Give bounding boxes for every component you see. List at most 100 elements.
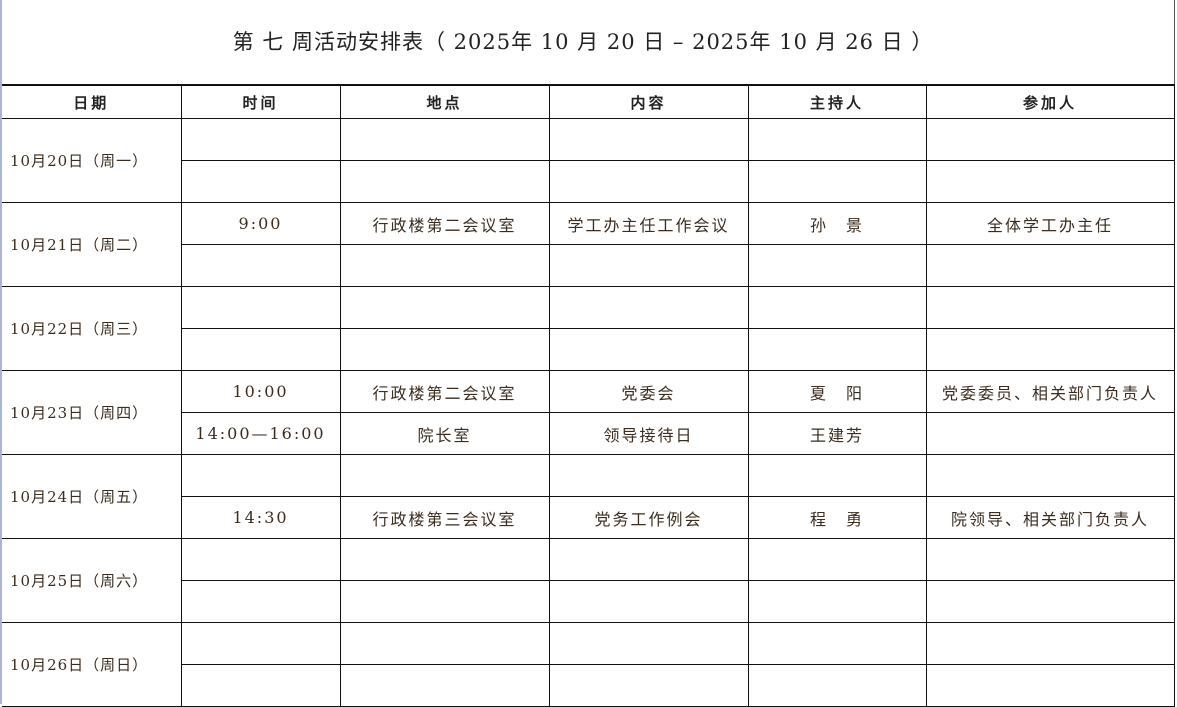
right-edge (1174, 0, 1175, 84)
host-cell[interactable] (747, 286, 927, 329)
content-cell[interactable] (548, 118, 749, 161)
table-row (2, 244, 1175, 287)
header-participants: 参加人 (925, 84, 1175, 119)
date-cell[interactable]: 10月26日（周日） (2, 622, 182, 707)
header-host: 主持人 (747, 84, 927, 119)
header-location: 地点 (339, 84, 550, 119)
time-cell[interactable] (180, 622, 341, 665)
time-cell[interactable] (180, 286, 341, 329)
table-row: 10月24日（周五） (2, 454, 1175, 539)
date-cell[interactable]: 10月25日（周六） (2, 538, 182, 623)
time-cell[interactable] (180, 454, 341, 497)
table-row: 10月23日（周四） 10:00 行政楼第二会议室 党委会夏 阳党委委员、相关部门负责… (2, 370, 1175, 455)
time-cell[interactable]: 9:00 (180, 202, 341, 245)
table-row (2, 328, 1175, 371)
header-date: 日期 (2, 84, 182, 119)
page-title: 第 七 周活动安排表（ 2025年 10 月 20 日 – 2025年 10 月… (232, 30, 934, 54)
content-cell[interactable] (548, 580, 749, 623)
participants-cell[interactable]: 全体学工办主任 (925, 202, 1175, 245)
participants-cell[interactable] (925, 538, 1175, 581)
content-cell[interactable]: 领导接待日 (548, 412, 749, 455)
content-cell[interactable] (548, 538, 749, 581)
time-cell[interactable]: 14:30 (181, 496, 341, 539)
time-cell[interactable]: 14:00—16:00 (181, 412, 341, 455)
location-cell[interactable]: 行政楼第二会议室 (339, 370, 550, 413)
header-content: 内容 (548, 84, 749, 119)
participants-cell[interactable] (925, 244, 1175, 287)
content-cell[interactable] (548, 622, 749, 665)
host-cell[interactable] (747, 664, 927, 707)
date-cell[interactable]: 10月21日（周二） (2, 202, 182, 287)
host-cell[interactable] (747, 160, 927, 203)
content-cell[interactable]: 党务工作例会 (548, 496, 749, 539)
date-cell[interactable]: 10月24日（周五） (2, 454, 182, 539)
participants-cell[interactable] (925, 160, 1175, 203)
table-row: 10月25日（周六） (2, 538, 1175, 623)
host-cell[interactable] (747, 118, 927, 161)
participants-cell[interactable] (925, 664, 1175, 707)
participants-cell[interactable] (925, 622, 1175, 665)
location-cell[interactable]: 院长室 (339, 412, 550, 455)
location-cell[interactable] (339, 160, 550, 203)
host-cell[interactable]: 王建芳 (747, 412, 927, 455)
table-row: 10月22日（周三） (2, 286, 1175, 371)
location-cell[interactable] (339, 244, 550, 287)
schedule-table: 日期 时间 地点 内容 主持人 参加人 10月20日（周一） 10月21日（周二）… (2, 84, 1175, 707)
left-edge (0, 0, 2, 704)
table-row: 10月20日（周一） (2, 118, 1175, 203)
content-cell[interactable]: 学工办主任工作会议 (548, 202, 749, 245)
time-cell[interactable] (180, 538, 341, 581)
table-row (2, 580, 1175, 623)
location-cell[interactable] (339, 286, 550, 329)
location-cell[interactable] (339, 538, 550, 581)
table-row: 14:30 行政楼第三会议室 党务工作例会程 勇院领导、相关部门负责人 (2, 496, 1175, 539)
table-row: 10月21日（周二） 9:00 行政楼第二会议室 学工办主任工作会议孙 景全体学工办主… (2, 202, 1175, 287)
participants-cell[interactable] (925, 328, 1175, 371)
host-cell[interactable] (747, 454, 927, 497)
content-cell[interactable] (548, 328, 749, 371)
host-cell[interactable]: 孙 景 (747, 202, 927, 245)
time-cell[interactable] (181, 580, 341, 623)
time-cell[interactable]: 10:00 (180, 370, 341, 413)
header-row: 日期 时间 地点 内容 主持人 参加人 (2, 84, 1175, 119)
location-cell[interactable] (339, 118, 550, 161)
content-cell[interactable] (548, 160, 749, 203)
host-cell[interactable] (747, 328, 927, 371)
location-cell[interactable] (339, 328, 550, 371)
host-cell[interactable] (747, 580, 927, 623)
date-cell[interactable]: 10月22日（周三） (2, 286, 182, 371)
time-cell[interactable] (181, 328, 341, 371)
host-cell[interactable]: 程 勇 (747, 496, 927, 539)
host-cell[interactable] (747, 244, 927, 287)
location-cell[interactable] (339, 622, 550, 665)
participants-cell[interactable]: 党委委员、相关部门负责人 (925, 370, 1175, 413)
participants-cell[interactable] (925, 454, 1175, 497)
participants-cell[interactable] (925, 412, 1175, 455)
content-cell[interactable] (548, 664, 749, 707)
date-cell[interactable]: 10月20日（周一） (2, 118, 182, 203)
date-cell[interactable]: 10月23日（周四） (2, 370, 182, 455)
content-cell[interactable] (548, 454, 749, 497)
host-cell[interactable] (747, 622, 927, 665)
participants-cell[interactable]: 院领导、相关部门负责人 (925, 496, 1175, 539)
location-cell[interactable] (339, 454, 550, 497)
table-row: 14:00—16:00 院长室 领导接待日 王建芳 (2, 412, 1175, 455)
location-cell[interactable]: 行政楼第二会议室 (339, 202, 550, 245)
location-cell[interactable]: 行政楼第三会议室 (339, 496, 550, 539)
participants-cell[interactable] (925, 580, 1175, 623)
time-cell[interactable] (181, 244, 341, 287)
table-row: 10月26日（周日） (2, 622, 1175, 707)
time-cell[interactable] (181, 160, 341, 203)
host-cell[interactable]: 夏 阳 (747, 370, 927, 413)
location-cell[interactable] (339, 580, 550, 623)
content-cell[interactable] (548, 244, 749, 287)
participants-cell[interactable] (925, 286, 1175, 329)
table-row (2, 664, 1175, 707)
time-cell[interactable] (181, 664, 341, 707)
content-cell[interactable] (548, 286, 749, 329)
participants-cell[interactable] (925, 118, 1175, 161)
content-cell[interactable]: 党委会 (548, 370, 749, 413)
host-cell[interactable] (747, 538, 927, 581)
location-cell[interactable] (339, 664, 550, 707)
time-cell[interactable] (180, 118, 341, 161)
